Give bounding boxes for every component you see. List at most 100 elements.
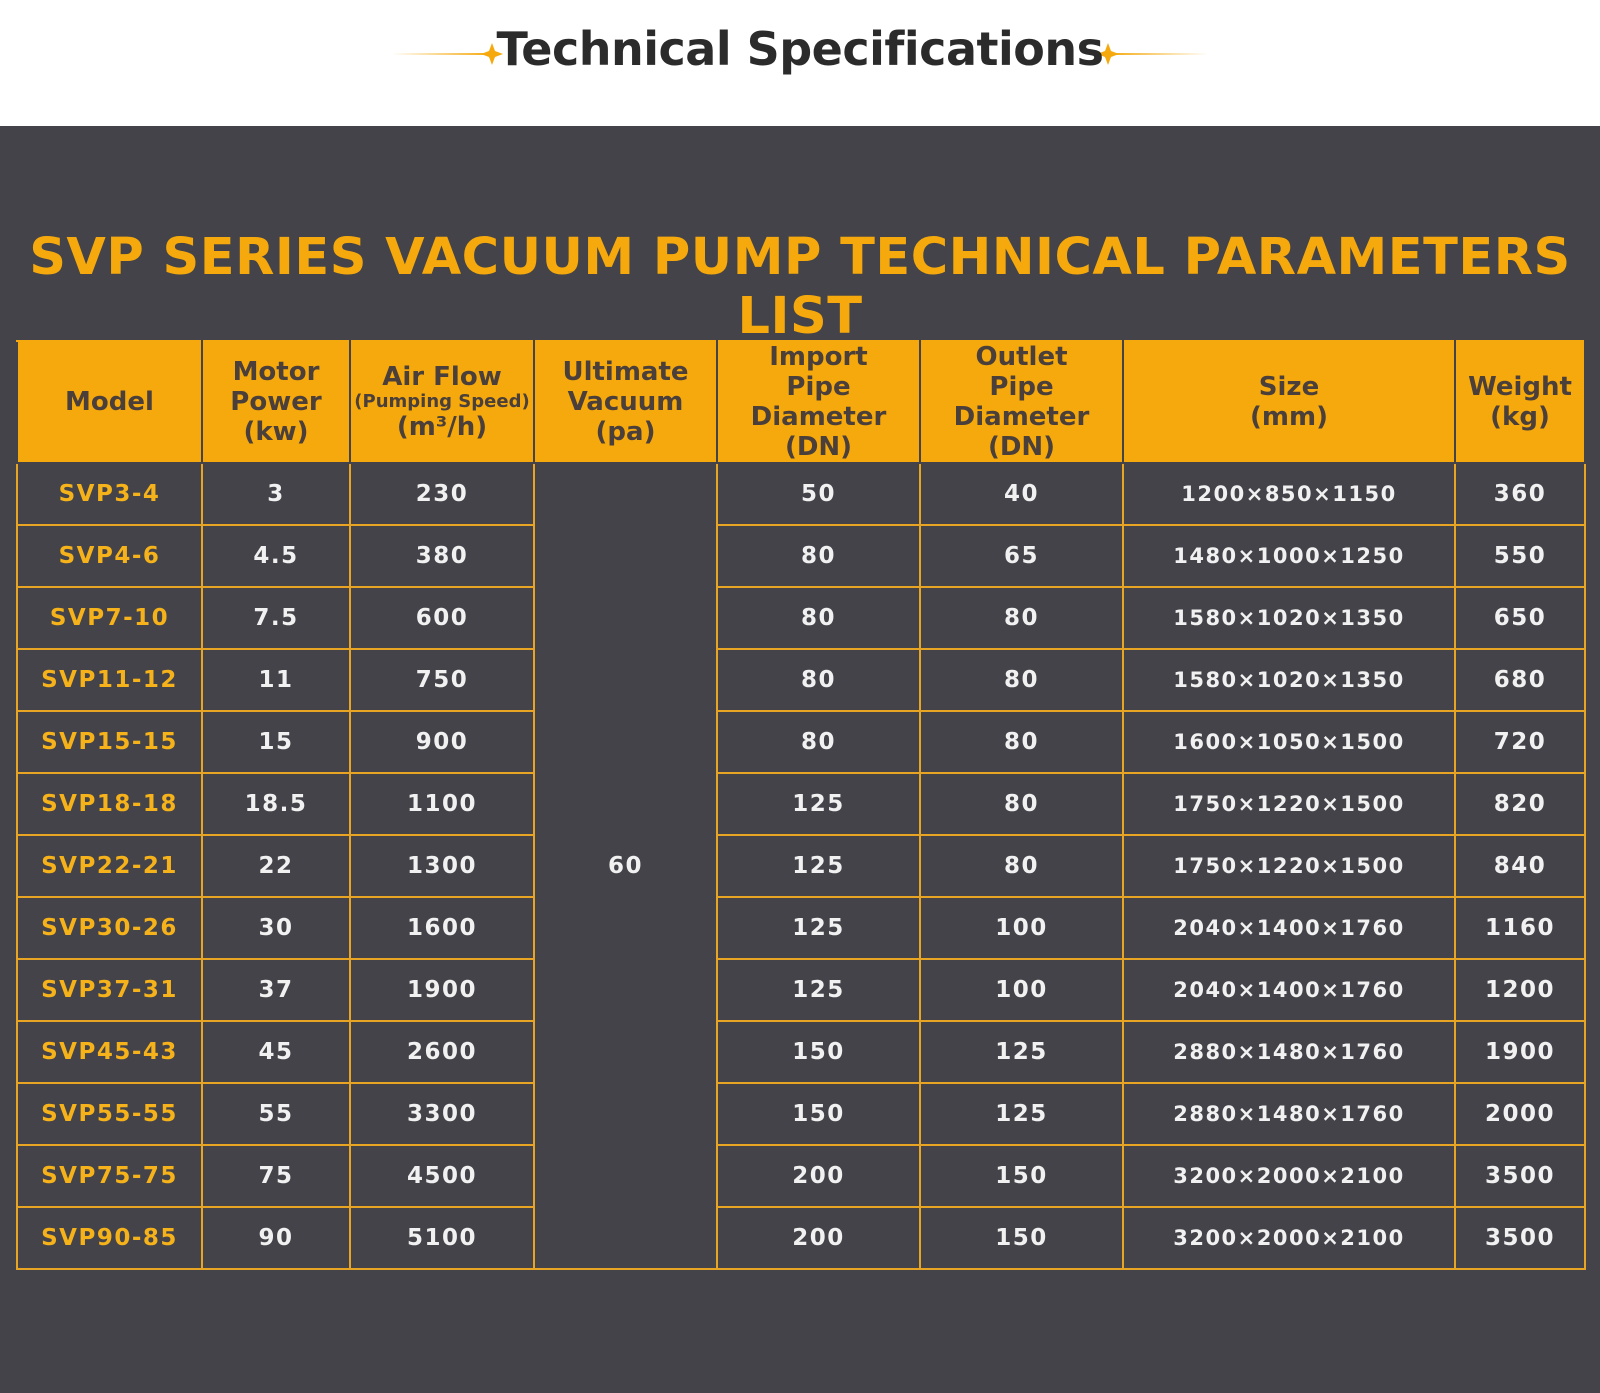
model: SVP90-85 xyxy=(16,1206,203,1270)
header-decoration xyxy=(392,43,1208,65)
air-flow: 380 xyxy=(349,524,535,588)
size: 3200×2000×2100 xyxy=(1122,1144,1456,1208)
import-diameter: 80 xyxy=(716,586,921,650)
weight: 360 xyxy=(1454,462,1586,526)
weight: 820 xyxy=(1454,772,1586,836)
star-left xyxy=(481,43,503,65)
size: 1580×1020×1350 xyxy=(1122,648,1456,712)
model: SVP3-4 xyxy=(16,462,203,526)
column-header: Weight (kg) xyxy=(1454,340,1586,464)
ultimate-vacuum: 60 xyxy=(533,462,718,1270)
table-row: SVP15-15 15 900 80 80 1600×1050×1500 720 xyxy=(16,710,1586,774)
import-diameter: 80 xyxy=(716,648,921,712)
air-flow: 230 xyxy=(349,462,535,526)
table-row: SVP90-85 90 5100 200 150 3200×2000×2100 3500 xyxy=(16,1206,1586,1270)
motor-power: 37 xyxy=(201,958,351,1022)
size: 1600×1050×1500 xyxy=(1122,710,1456,774)
model: SVP22-21 xyxy=(16,834,203,898)
table-row: SVP37-31 37 1900 125 100 2040×1400×1760 1200 xyxy=(16,958,1586,1022)
header-line: Weight xyxy=(1468,372,1572,402)
air-flow: 900 xyxy=(349,710,535,774)
outlet-diameter: 80 xyxy=(919,834,1124,898)
weight: 3500 xyxy=(1454,1144,1586,1208)
page-title: Technical Specifications xyxy=(496,22,1104,76)
import-diameter: 125 xyxy=(716,958,921,1022)
import-diameter: 80 xyxy=(716,524,921,588)
motor-power: 75 xyxy=(201,1144,351,1208)
header-line: (m³/h) xyxy=(396,412,488,442)
header-line: Power xyxy=(230,387,322,417)
column-header: Air Flow (Pumping Speed) (m³/h) xyxy=(349,340,535,464)
weight: 650 xyxy=(1454,586,1586,650)
table-row: SVP7-10 7.5 600 80 80 1580×1020×1350 650 xyxy=(16,586,1586,650)
size: 2880×1480×1760 xyxy=(1122,1082,1456,1146)
weight: 1200 xyxy=(1454,958,1586,1022)
outlet-diameter: 125 xyxy=(919,1020,1124,1084)
header-line: Motor xyxy=(232,357,320,387)
line-right xyxy=(1108,53,1208,55)
air-flow: 2600 xyxy=(349,1020,535,1084)
model: SVP15-15 xyxy=(16,710,203,774)
weight: 720 xyxy=(1454,710,1586,774)
weight: 1900 xyxy=(1454,1020,1586,1084)
header-line: Pipe Diameter xyxy=(953,372,1090,432)
model: SVP11-12 xyxy=(16,648,203,712)
outlet-diameter: 100 xyxy=(919,958,1124,1022)
air-flow: 1900 xyxy=(349,958,535,1022)
import-diameter: 200 xyxy=(716,1144,921,1208)
size: 1200×850×1150 xyxy=(1122,462,1456,526)
table-row: SVP18-18 18.5 1100 125 80 1750×1220×1500 820 xyxy=(16,772,1586,836)
motor-power: 18.5 xyxy=(201,772,351,836)
spec-table: Model Motor Power (kw) Air Flow (Pumping Spee… xyxy=(16,340,1586,1270)
air-flow: 600 xyxy=(349,586,535,650)
table-title: SVP SERIES VACUUM PUMP TECHNICAL PARAMET… xyxy=(29,228,1571,346)
motor-power: 90 xyxy=(201,1206,351,1270)
import-diameter: 125 xyxy=(716,896,921,960)
column-header: Size (mm) xyxy=(1122,340,1456,464)
column-header: Ultimate Vacuum (pa) xyxy=(533,340,718,464)
size: 2040×1400×1760 xyxy=(1122,958,1456,1022)
motor-power: 45 xyxy=(201,1020,351,1084)
import-diameter: 150 xyxy=(716,1082,921,1146)
header-row: Model Motor Power (kw) Air Flow (Pumping Spee… xyxy=(16,340,1586,464)
motor-power: 7.5 xyxy=(201,586,351,650)
motor-power: 15 xyxy=(201,710,351,774)
air-flow: 750 xyxy=(349,648,535,712)
outlet-diameter: 40 xyxy=(919,462,1124,526)
weight: 550 xyxy=(1454,524,1586,588)
outlet-diameter: 150 xyxy=(919,1206,1124,1270)
column-header: Import Pipe Diameter (DN) xyxy=(716,340,921,464)
model: SVP7-10 xyxy=(16,586,203,650)
outlet-diameter: 80 xyxy=(919,586,1124,650)
header-line: Outlet xyxy=(975,342,1068,372)
outlet-diameter: 80 xyxy=(919,648,1124,712)
motor-power: 3 xyxy=(201,462,351,526)
table-row: SVP22-21 22 1300 125 80 1750×1220×1500 840 xyxy=(16,834,1586,898)
table-row: SVP3-4 3 230 60 50 40 1200×850×1150 360 xyxy=(16,462,1586,1270)
header-line: (kw) xyxy=(243,417,309,447)
air-flow: 1100 xyxy=(349,772,535,836)
size: 3200×2000×2100 xyxy=(1122,1206,1456,1270)
model: SVP37-31 xyxy=(16,958,203,1022)
weight: 840 xyxy=(1454,834,1586,898)
header-line: (DN) xyxy=(987,432,1056,462)
header-line: (mm) xyxy=(1250,402,1328,432)
model: SVP4-6 xyxy=(16,524,203,588)
size: 1580×1020×1350 xyxy=(1122,586,1456,650)
header-line: Import xyxy=(769,342,868,372)
header-line: Ultimate xyxy=(562,357,689,387)
header-line: Pipe Diameter xyxy=(750,372,887,432)
weight: 680 xyxy=(1454,648,1586,712)
outlet-diameter: 125 xyxy=(919,1082,1124,1146)
size: 1480×1000×1250 xyxy=(1122,524,1456,588)
import-diameter: 125 xyxy=(716,834,921,898)
table-row: SVP55-55 55 3300 150 125 2880×1480×1760 2000 xyxy=(16,1082,1586,1146)
outlet-diameter: 80 xyxy=(919,710,1124,774)
outlet-diameter: 80 xyxy=(919,772,1124,836)
import-diameter: 200 xyxy=(716,1206,921,1270)
model: SVP55-55 xyxy=(16,1082,203,1146)
model: SVP18-18 xyxy=(16,772,203,836)
header-line: Vacuum xyxy=(567,387,684,417)
table-row: SVP11-12 11 750 80 80 1580×1020×1350 680 xyxy=(16,648,1586,712)
